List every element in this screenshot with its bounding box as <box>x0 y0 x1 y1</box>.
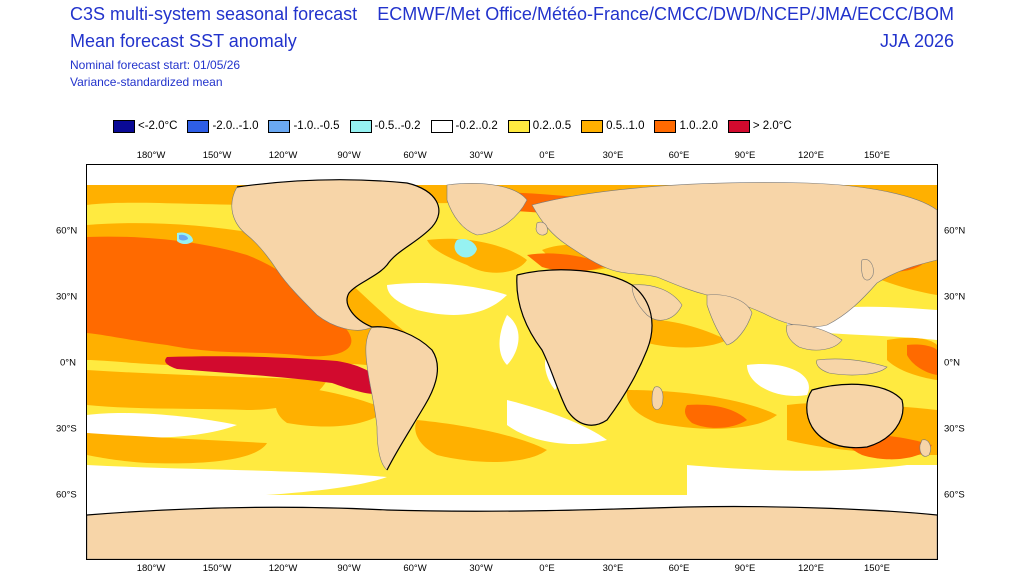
legend-swatch <box>430 119 453 133</box>
legend-label: 1.0..2.0 <box>679 120 718 132</box>
season-text: JJA 2026 <box>879 31 954 51</box>
legend-label: <-2.0°C <box>138 120 178 132</box>
legend-swatch <box>113 119 135 133</box>
legend-swatch <box>507 119 530 133</box>
legend-swatch <box>654 119 677 133</box>
lon-label-bottom: 60°W <box>403 563 427 574</box>
map-title: C3S multi-system seasonal forecast <box>70 4 358 24</box>
legend-label: -0.2..0.2 <box>455 120 498 132</box>
legend-label: > 2.0°C <box>752 120 792 132</box>
lon-label-bottom: 0°E <box>539 563 555 574</box>
lon-label-bottom: 60°E <box>668 563 690 574</box>
legend-swatch <box>268 119 291 133</box>
legend-swatch <box>581 119 604 133</box>
legend-label: 0.2..0.5 <box>532 120 572 132</box>
legend-item: -1.0..-0.5 <box>268 119 340 133</box>
lat-label-right: 60°S <box>944 489 965 501</box>
map-canvas <box>87 165 937 559</box>
lat-label-left: 0°N <box>60 357 76 369</box>
anomaly-band-neg-1.0-0.5 <box>179 234 188 241</box>
lon-label-bottom: 90°E <box>734 563 756 574</box>
sst-anomaly-map <box>86 164 938 560</box>
lon-label-bottom: 120°E <box>798 563 824 574</box>
legend-swatch <box>349 119 372 133</box>
lat-label-left: 30°N <box>56 291 78 303</box>
method-text: Variance-standardized mean <box>70 75 223 89</box>
lon-label-top: 180°W <box>136 150 166 161</box>
lon-label-top: 150°E <box>864 150 890 161</box>
lon-label-top: 90°W <box>337 150 361 161</box>
lat-label-left: 60°N <box>56 225 78 237</box>
lon-label-top: 30°E <box>602 150 624 161</box>
legend-label: 0.5..1.0 <box>606 120 645 132</box>
map-subtitle: Mean forecast SST anomaly <box>70 31 297 51</box>
lon-label-top: 60°W <box>403 150 427 161</box>
lon-label-top: 30°W <box>469 150 493 161</box>
legend-item: -0.5..-0.2 <box>349 119 421 133</box>
lon-label-top: 90°E <box>734 150 756 161</box>
legend-item: 1.0..2.0 <box>654 119 718 133</box>
lat-label-left: 30°S <box>56 423 77 435</box>
legend-item: <-2.0°C <box>113 119 178 133</box>
lat-label-left: 60°S <box>56 489 77 501</box>
legend-label: -1.0..-0.5 <box>293 120 340 132</box>
lon-label-top: 120°W <box>268 150 298 161</box>
lat-label-right: 30°S <box>944 423 965 435</box>
lon-label-bottom: 90°W <box>337 563 361 574</box>
lon-label-bottom: 120°W <box>268 563 298 574</box>
legend-label: -0.5..-0.2 <box>374 120 421 132</box>
lon-label-top: 150°W <box>202 150 232 161</box>
legend-swatch <box>187 119 210 133</box>
legend-label: -2.0..-1.0 <box>212 120 259 132</box>
legend-item: > 2.0°C <box>727 119 792 133</box>
legend-swatch <box>727 119 750 133</box>
anomaly-band-above-2.0 <box>165 356 387 395</box>
lon-label-top: 0°E <box>539 150 555 161</box>
lon-label-top: 120°E <box>798 150 824 161</box>
lat-label-right: 60°N <box>944 225 966 237</box>
lon-label-bottom: 150°W <box>202 563 232 574</box>
lon-label-bottom: 180°W <box>136 563 166 574</box>
lon-label-bottom: 150°E <box>864 563 890 574</box>
color-legend: <-2.0°C -2.0..-1.0 -1.0..-0.5 -0.5..-0.2… <box>113 118 792 134</box>
legend-item: -0.2..0.2 <box>430 119 498 133</box>
legend-item: 0.5..1.0 <box>581 119 645 133</box>
lon-label-bottom: 30°E <box>602 563 624 574</box>
land-masses <box>87 179 937 559</box>
forecast-start-text: Nominal forecast start: 01/05/26 <box>70 58 241 72</box>
coastlines <box>87 179 937 516</box>
legend-item: -2.0..-1.0 <box>187 119 259 133</box>
lat-label-right: 0°N <box>944 357 960 369</box>
providers-text: ECMWF/Met Office/Météo-France/CMCC/DWD/N… <box>377 4 954 24</box>
legend-item: 0.2..0.5 <box>507 119 572 133</box>
lon-label-top: 60°E <box>668 150 690 161</box>
lon-label-bottom: 30°W <box>469 563 493 574</box>
lat-label-right: 30°N <box>944 291 966 303</box>
